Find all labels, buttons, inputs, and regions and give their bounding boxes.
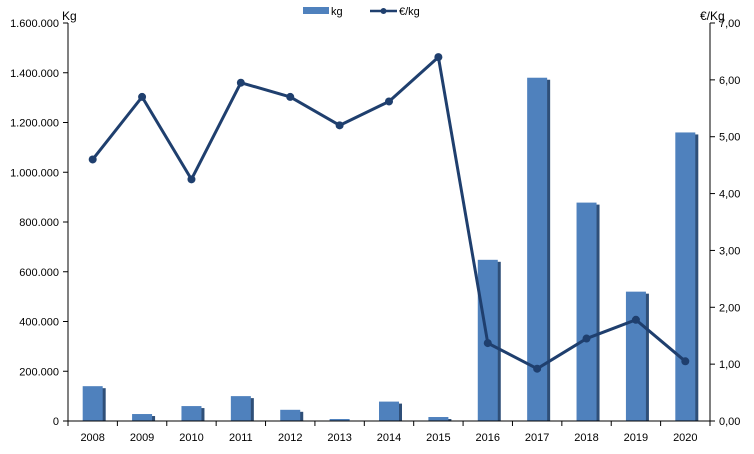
left-tick-label: 1.200.000 [10, 118, 59, 130]
line-series [88, 53, 690, 373]
right-tick-label: 6,00 [719, 75, 740, 87]
left-tick-label: 0 [53, 416, 59, 428]
left-tick-label: 200.000 [19, 366, 59, 378]
price-point [138, 92, 147, 101]
right-tick-label: 7,00 [719, 18, 740, 30]
right-tick-label: 4,00 [719, 189, 740, 201]
bar-series [82, 77, 699, 421]
price-point [483, 339, 492, 348]
left-tick-label: 1.000.000 [10, 167, 59, 179]
bar [576, 202, 597, 421]
price-point [236, 78, 245, 87]
x-tick-label: 2015 [426, 432, 450, 444]
x-tick-label: 2019 [624, 432, 648, 444]
legend-line-label: €/kg [399, 6, 420, 18]
left-axis-ticks: 0 200.000 400.000 600.000 800.000 1.000.000 1.… [10, 18, 68, 428]
x-tick-label: 2016 [476, 432, 500, 444]
legend-line-marker [380, 8, 387, 14]
x-tick-label: 2009 [130, 432, 154, 444]
legend: kg €/kg [303, 6, 420, 18]
x-tick-label: 2010 [179, 432, 203, 444]
right-axis-unit: €/Kg [700, 9, 725, 23]
x-tick-label: 2013 [327, 432, 351, 444]
right-tick-label: 3,00 [719, 245, 740, 257]
price-point [533, 364, 542, 373]
price-point [335, 121, 344, 130]
right-tick-label: 1,00 [719, 359, 740, 371]
x-tick-label: 2018 [574, 432, 598, 444]
bar [230, 396, 251, 421]
price-point [681, 357, 690, 366]
right-axis-ticks: 0,00 1,00 2,00 3,00 4,00 5,00 6,00 7,00 [710, 18, 740, 428]
bar [181, 406, 202, 421]
x-tick-label: 2011 [229, 432, 253, 444]
x-axis-ticks: 2008 2009 2010 2011 2012 2013 2014 2015 2016 2017… [67, 421, 711, 444]
right-tick-label: 0,00 [719, 416, 740, 428]
left-tick-label: 400.000 [19, 317, 59, 329]
left-tick-label: 1.600.000 [10, 18, 59, 30]
x-tick-label: 2017 [525, 432, 549, 444]
left-tick-label: 800.000 [19, 217, 59, 229]
bar [379, 401, 399, 421]
bar [675, 132, 696, 421]
legend-bar-swatch [303, 7, 329, 14]
bar [428, 417, 449, 421]
price-point [582, 334, 591, 343]
price-point [385, 97, 393, 106]
legend-bar-label: kg [331, 6, 343, 18]
bar [280, 409, 301, 421]
bar [527, 77, 548, 421]
price-point [187, 175, 196, 184]
x-tick-label: 2008 [80, 432, 104, 444]
x-tick-label: 2012 [278, 432, 302, 444]
x-tick-label: 2014 [377, 432, 401, 444]
left-tick-label: 600.000 [19, 267, 59, 279]
bar [132, 414, 153, 421]
bar [625, 291, 646, 421]
price-point [631, 315, 640, 324]
price-point [88, 155, 97, 164]
left-axis-unit: Kg [62, 9, 77, 23]
right-tick-label: 2,00 [719, 302, 740, 314]
right-tick-label: 5,00 [719, 132, 740, 144]
bar [82, 386, 103, 421]
x-tick-label: 2020 [673, 432, 697, 444]
price-point [286, 92, 295, 101]
left-tick-label: 1.400.000 [10, 68, 59, 80]
price-point [434, 53, 443, 62]
bar [329, 419, 350, 421]
